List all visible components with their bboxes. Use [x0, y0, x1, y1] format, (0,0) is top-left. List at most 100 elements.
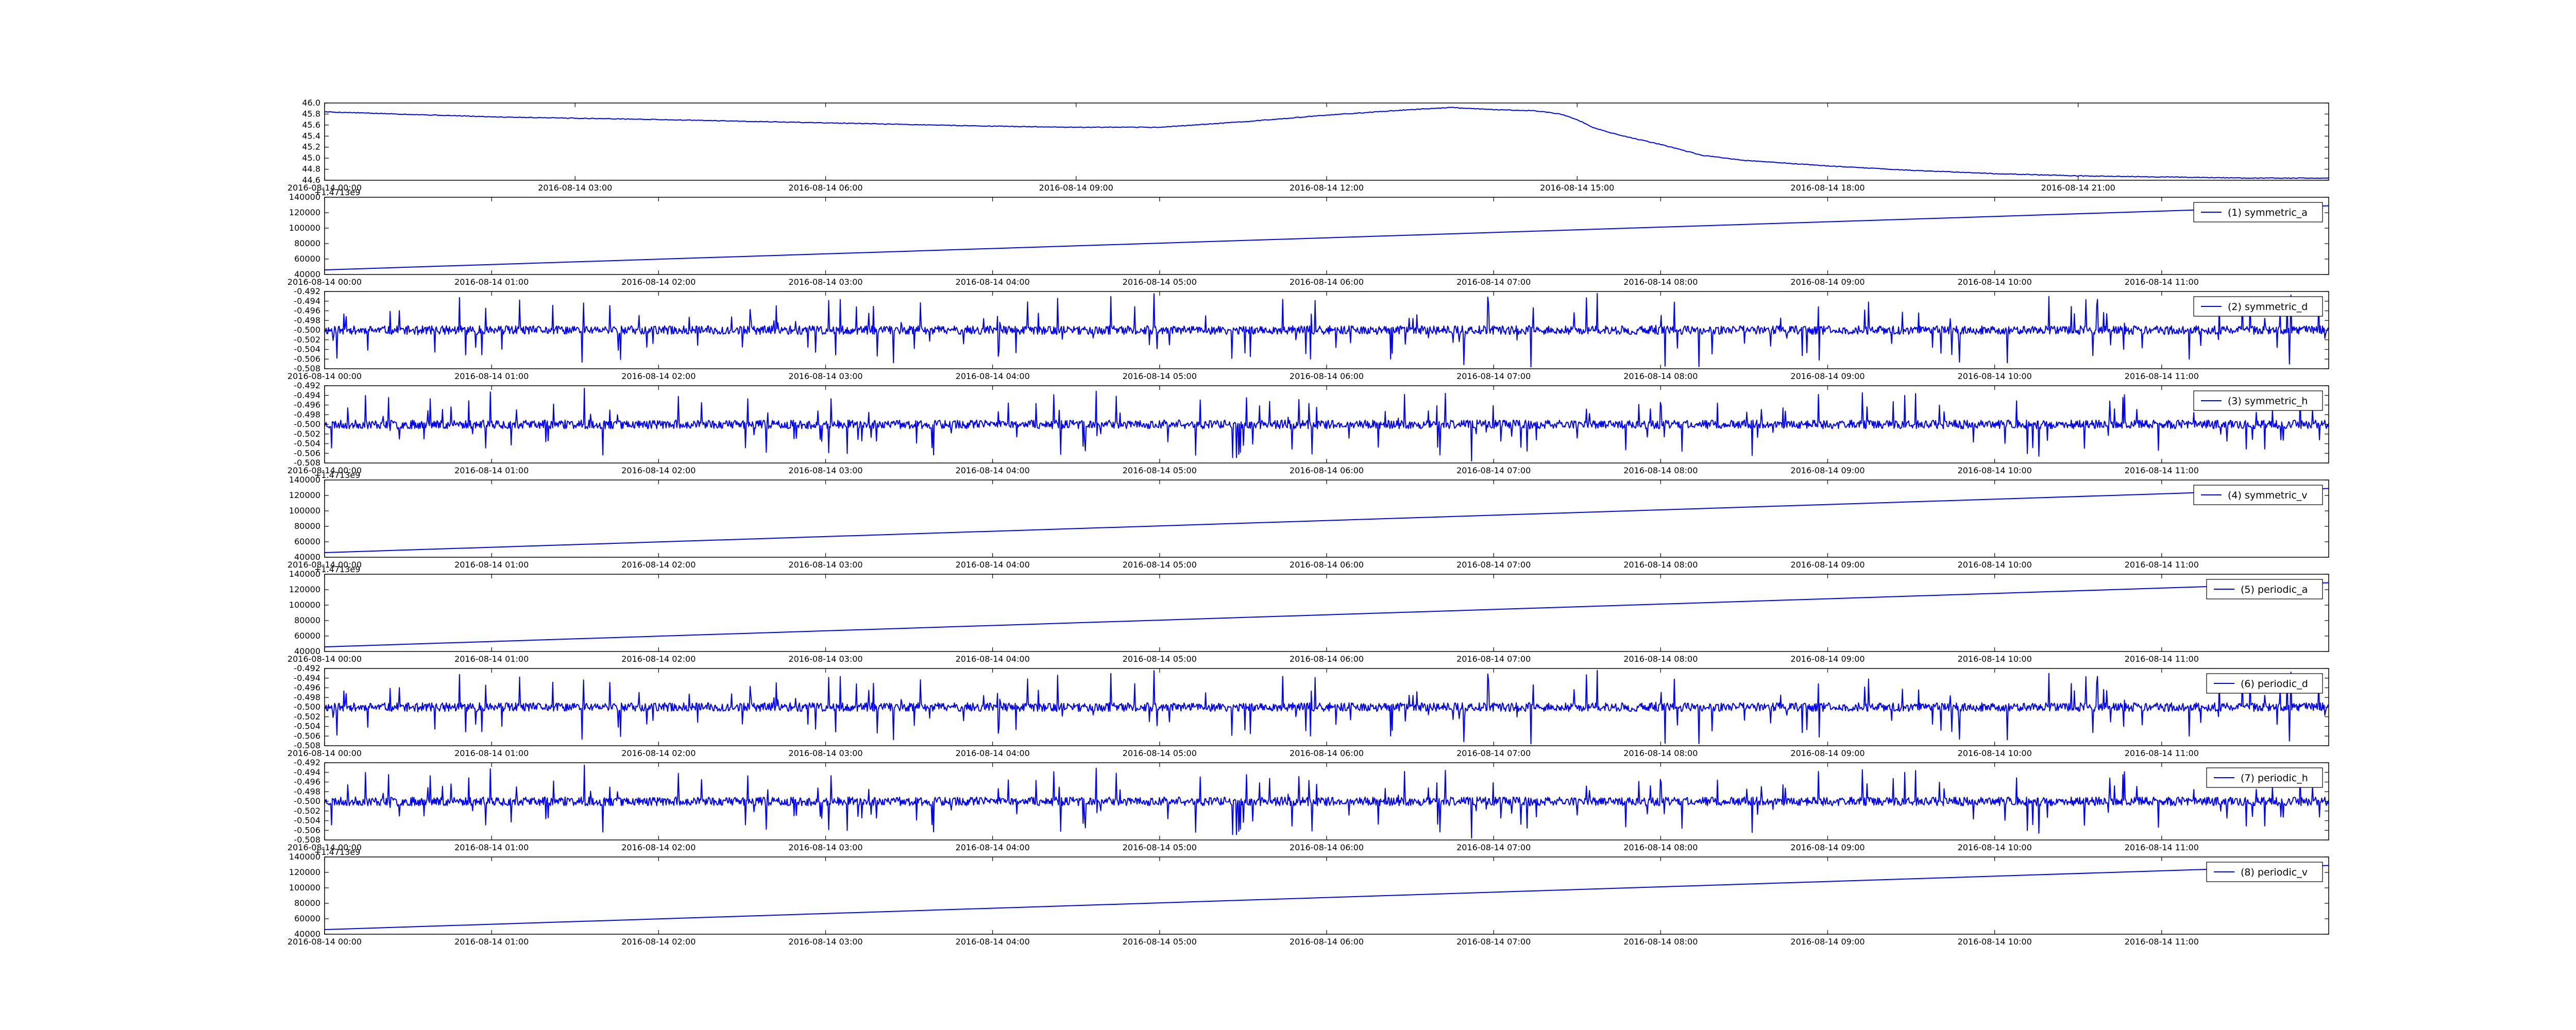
- x-tick-label: 2016-08-14 09:00: [1790, 560, 1865, 570]
- y-tick-label: 46.0: [302, 98, 320, 108]
- x-tick-label: 2016-08-14 03:00: [788, 560, 862, 570]
- y-tick-label: 80000: [294, 238, 320, 248]
- y-tick-label: -0.506: [294, 448, 320, 458]
- y-tick-label: -0.498: [294, 315, 320, 325]
- legend-label: (3) symmetric_h: [2228, 396, 2308, 407]
- x-tick-label: 2016-08-14 09:00: [1790, 843, 1865, 852]
- x-tick-label: 2016-08-14 05:00: [1123, 654, 1197, 664]
- axis-offset-label: +1.4713e9: [314, 470, 360, 480]
- y-tick-label: -0.506: [294, 354, 320, 364]
- subplot-9: 1400001200001000008000060000400002016-08…: [287, 847, 2329, 947]
- y-tick-label: -0.492: [294, 758, 320, 767]
- y-tick-label: -0.502: [294, 335, 320, 345]
- legend-label: (2) symmetric_d: [2228, 301, 2308, 313]
- x-tick-label: 2016-08-14 09:00: [1790, 937, 1865, 947]
- x-tick-label: 2016-08-14 03:00: [788, 371, 862, 381]
- x-tick-label: 2016-08-14 03:00: [788, 843, 862, 852]
- x-tick-label: 2016-08-14 01:00: [454, 560, 529, 570]
- y-tick-label: 40000: [294, 929, 320, 939]
- x-tick-label: 2016-08-14 05:00: [1123, 843, 1197, 852]
- x-tick-label: 2016-08-14 07:00: [1456, 277, 1531, 287]
- y-tick-label: 100000: [289, 506, 320, 516]
- y-tick-label: 44.6: [302, 175, 320, 185]
- x-tick-label: 2016-08-14 08:00: [1623, 937, 1698, 947]
- legend-box: [2206, 579, 2323, 599]
- x-tick-label: 2016-08-14 10:00: [1958, 748, 2032, 758]
- x-tick-label: 2016-08-14 08:00: [1623, 277, 1698, 287]
- y-tick-label: 100000: [289, 883, 320, 892]
- series-line-6: [324, 582, 2329, 647]
- x-tick-label: 2016-08-14 01:00: [454, 277, 529, 287]
- x-tick-label: 2016-08-14 07:00: [1456, 560, 1531, 570]
- x-tick-label: 2016-08-14 02:00: [621, 371, 696, 381]
- x-tick-label: 2016-08-14 07:00: [1456, 466, 1531, 475]
- x-tick-label: 2016-08-14 05:00: [1123, 748, 1197, 758]
- y-tick-label: -0.502: [294, 429, 320, 439]
- y-tick-label: -0.500: [294, 702, 320, 712]
- x-tick-label: 2016-08-14 07:00: [1456, 371, 1531, 381]
- y-tick-label: 100000: [289, 600, 320, 610]
- y-tick-label: 45.8: [302, 109, 320, 118]
- x-tick-label: 2016-08-14 09:00: [1790, 371, 1865, 381]
- y-tick-label: 44.8: [302, 164, 320, 174]
- y-tick-label: -0.496: [294, 306, 320, 316]
- x-tick-label: 2016-08-14 09:00: [1790, 277, 1865, 287]
- y-axis: -0.492-0.494-0.496-0.498-0.500-0.502-0.5…: [294, 663, 2329, 750]
- x-tick-label: 2016-08-14 02:00: [621, 843, 696, 852]
- x-tick-label: 2016-08-14 10:00: [1958, 654, 2032, 664]
- x-tick-label: 2016-08-14 02:00: [621, 560, 696, 570]
- y-tick-label: 60000: [294, 254, 320, 264]
- x-axis: 2016-08-14 00:00 2016-08-14 03:00 2016-08-…: [287, 103, 2115, 193]
- x-tick-label: 2016-08-14 10:00: [1958, 843, 2032, 852]
- x-tick-label: 2016-08-14 00:00: [287, 371, 362, 381]
- subplot-2: 1400001200001000008000060000400002016-08…: [287, 187, 2329, 287]
- x-tick-label: 2016-08-14 05:00: [1123, 277, 1197, 287]
- y-tick-label: -0.494: [294, 296, 320, 306]
- x-tick-label: 2016-08-14 08:00: [1623, 654, 1698, 664]
- y-tick-label: 140000: [289, 475, 320, 485]
- y-axis: 140000 120000 100000 80000 60000 40000: [289, 475, 2329, 562]
- x-tick-label: 2016-08-14 07:00: [1456, 843, 1531, 852]
- y-tick-label: 45.6: [302, 120, 320, 130]
- y-tick-label: -0.494: [294, 767, 320, 777]
- y-tick-label: 40000: [294, 269, 320, 279]
- x-tick-label: 2016-08-14 18:00: [1790, 183, 1865, 193]
- axis-offset-label: +1.4713e9: [314, 187, 360, 197]
- y-tick-label: -0.506: [294, 731, 320, 741]
- x-tick-label: 2016-08-14 11:00: [2125, 748, 2199, 758]
- x-tick-label: 2016-08-14 10:00: [1958, 937, 2032, 947]
- x-tick-label: 2016-08-14 21:00: [2041, 183, 2115, 193]
- x-tick-label: 2016-08-14 04:00: [956, 277, 1030, 287]
- x-tick-label: 2016-08-14 00:00: [287, 183, 362, 193]
- x-tick-label: 2016-08-14 07:00: [1456, 937, 1531, 947]
- x-tick-label: 2016-08-14 06:00: [1290, 654, 1364, 664]
- x-tick-label: 2016-08-14 00:00: [287, 748, 362, 758]
- x-tick-label: 2016-08-14 08:00: [1623, 748, 1698, 758]
- x-tick-label: 2016-08-14 06:00: [1290, 277, 1364, 287]
- x-tick-label: 2016-08-14 06:00: [788, 183, 862, 193]
- y-tick-label: -0.496: [294, 777, 320, 787]
- x-tick-label: 2016-08-14 04:00: [956, 937, 1030, 947]
- y-tick-label: 80000: [294, 615, 320, 625]
- legend-label: (6) periodic_d: [2241, 678, 2308, 690]
- y-axis: -0.492-0.494-0.496-0.498-0.500-0.502-0.5…: [294, 286, 2329, 373]
- legend: (3) symmetric_h: [2193, 390, 2323, 411]
- y-tick-label: 80000: [294, 898, 320, 908]
- series-line-1: [324, 107, 2329, 179]
- series-line-8: [324, 764, 2329, 839]
- y-tick-label: -0.508: [294, 364, 320, 373]
- x-tick-label: 2016-08-14 04:00: [956, 466, 1030, 475]
- y-tick-label: -0.508: [294, 835, 320, 845]
- x-tick-label: 2016-08-14 11:00: [2125, 937, 2199, 947]
- x-tick-label: 2016-08-14 04:00: [956, 843, 1030, 852]
- y-tick-label: 100000: [289, 223, 320, 233]
- series-line-2: [324, 205, 2329, 270]
- x-tick-label: 2016-08-14 00:00: [287, 937, 362, 947]
- x-tick-label: 2016-08-14 06:00: [1290, 937, 1364, 947]
- y-tick-label: -0.492: [294, 663, 320, 673]
- legend-label: (7) periodic_h: [2241, 772, 2308, 784]
- x-axis: 2016-08-14 00:00 2016-08-14 01:00 2016-08-…: [287, 763, 2199, 852]
- y-tick-label: 80000: [294, 521, 320, 531]
- y-axis: 140000 120000 100000 80000 60000 40000: [289, 192, 2329, 279]
- y-axis: 46.045.8 45.645.445.245.044.844.6: [302, 98, 2329, 185]
